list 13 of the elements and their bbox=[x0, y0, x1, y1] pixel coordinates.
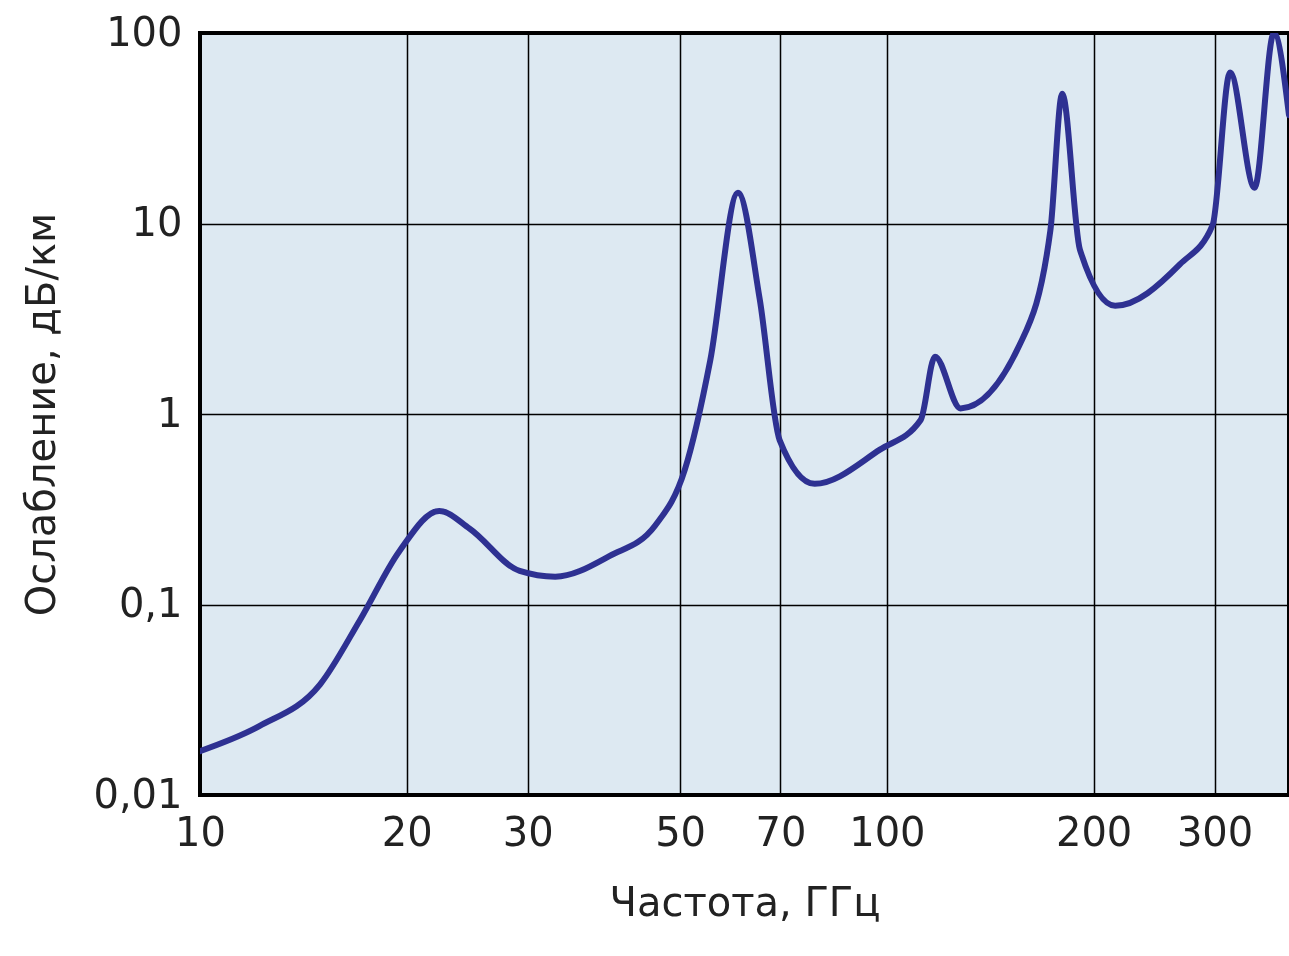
y-tick-label: 100 bbox=[106, 8, 183, 55]
x-tick-label: 50 bbox=[655, 808, 707, 855]
x-tick-label: 30 bbox=[502, 808, 554, 855]
x-tick-label: 20 bbox=[381, 808, 433, 855]
y-tick-label: 1 bbox=[157, 389, 183, 436]
x-tick-label: 70 bbox=[755, 808, 807, 855]
x-tick-label: 300 bbox=[1176, 808, 1254, 855]
x-tick-label: 200 bbox=[1055, 808, 1133, 855]
x-tick-label: 100 bbox=[849, 808, 926, 855]
y-tick-label: 10 bbox=[131, 199, 183, 245]
y-tick-label: 0,1 bbox=[118, 580, 183, 626]
y-axis-title: Ослабление, дБ/км bbox=[18, 212, 65, 617]
x-axis-title: Частота, ГГц bbox=[609, 878, 881, 925]
